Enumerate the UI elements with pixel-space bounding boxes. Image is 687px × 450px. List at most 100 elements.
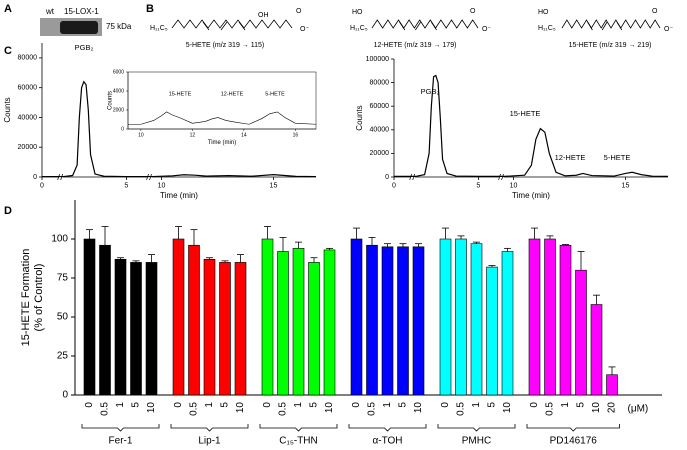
bond-chain (561, 19, 661, 29)
x-tick-label: 0.5 (278, 402, 289, 416)
bar (397, 246, 409, 396)
atom-label: O⁻ (482, 26, 491, 33)
panel-label: C (4, 45, 12, 57)
atom-label: H₁₁C₅ (150, 25, 168, 32)
x-tick-label: 0 (392, 182, 396, 189)
group-label: PMHC (462, 436, 491, 447)
bar (114, 258, 127, 396)
x-tick-label: 5 (220, 402, 231, 408)
x-tick-label: 5 (487, 402, 498, 408)
bar (261, 238, 274, 396)
x-tick-label: 0.5 (545, 402, 556, 416)
x-tick-label: 10 (510, 182, 518, 189)
x-tick-label: 1 (382, 402, 393, 408)
x-tick-label: 10 (502, 402, 513, 414)
bar (203, 258, 216, 396)
bar (366, 244, 378, 396)
y-tick-label: 100 (51, 234, 68, 245)
bar (559, 244, 572, 396)
bar (188, 244, 200, 396)
double-bond (220, 21, 228, 31)
x-axis-title: Time (min) (512, 191, 550, 200)
bar (544, 238, 556, 396)
atom-label: H₁₁C₅ (350, 25, 368, 32)
y-tick-label: 60000 (18, 85, 38, 92)
x-tick-label: 5 (131, 402, 142, 408)
y-tick-label: 100000 (366, 56, 389, 63)
group-bracket (81, 424, 160, 432)
y-tick-label: 25 (57, 351, 69, 362)
peak-label: PGB₂ (75, 43, 94, 52)
bar (501, 251, 514, 396)
bar (99, 244, 111, 396)
structure-caption: 12-HETE (m/z 319 → 179) (374, 42, 457, 49)
bar (606, 374, 618, 396)
double-bond (430, 21, 437, 31)
y-axis-title: Counts (355, 105, 364, 130)
peak-label: 15-HETE (169, 91, 192, 97)
bar (470, 243, 483, 396)
y-axis-title: Counts (108, 91, 114, 110)
x-tick-label: 16 (293, 132, 299, 138)
peak-label: PGB₂ (421, 87, 440, 96)
x-tick-label: 0 (84, 402, 95, 408)
bar (439, 238, 452, 396)
atom-label: O (296, 8, 302, 15)
group-label: PD146176 (550, 436, 598, 447)
structure-caption: 15-HETE (m/z 319 → 219) (569, 42, 652, 49)
bar (308, 262, 320, 396)
y-axis-title: 15-HETE Formation (20, 249, 32, 347)
peak-label: 15-HETE (510, 109, 541, 118)
y-tick-label: 80000 (18, 55, 38, 62)
x-tick-label: 0.5 (189, 402, 200, 416)
blot-band (60, 21, 98, 34)
x-tick-label: 5 (576, 402, 587, 408)
bar (83, 238, 96, 396)
y-tick-label: 50 (57, 312, 69, 323)
x-tick-label: 1 (204, 402, 215, 408)
x-tick-label: 5 (476, 182, 480, 189)
bar (145, 262, 158, 396)
double-bond (399, 21, 406, 31)
x-tick-label: 15 (270, 182, 278, 189)
x-tick-label: 0 (440, 402, 451, 408)
x-tick-label: 1 (115, 402, 126, 408)
atom-label: O (470, 8, 476, 15)
y-tick-label: 0 (33, 174, 37, 181)
y-tick-label: 2000 (113, 107, 124, 113)
y-tick-label: 20000 (370, 150, 390, 157)
x-tick-label: 0 (40, 182, 44, 189)
y-tick-label: 0 (62, 390, 68, 401)
x-tick-label: 1 (560, 402, 571, 408)
x-tick-label: 1 (471, 402, 482, 408)
peak-label: 12-HETE (221, 91, 244, 97)
double-bond (587, 21, 593, 31)
group-bracket (437, 424, 516, 432)
y-tick-label: 4000 (113, 88, 124, 94)
structure-caption: 5-HETE (m/z 319 → 115) (186, 42, 264, 49)
x-tick-label: 5 (398, 402, 409, 408)
x-tick-label: 10 (591, 402, 602, 414)
atom-label: HO (352, 9, 363, 16)
chromatogram-line (42, 80, 317, 178)
x-tick-label: 10 (138, 132, 144, 138)
y-tick-label: 75 (57, 273, 69, 284)
atom-label: O⁻ (664, 26, 673, 33)
atom-label: OH (258, 12, 269, 19)
bar (381, 246, 394, 396)
bar (528, 238, 541, 396)
group-bracket (348, 424, 427, 432)
y-tick-label: 6000 (113, 69, 124, 75)
chromatogram-line (394, 74, 669, 178)
double-bond (601, 21, 608, 31)
group-bracket (259, 424, 338, 432)
blot-lane: wt (45, 7, 55, 16)
panel-label: A (4, 3, 12, 15)
bond-chain (371, 19, 479, 29)
blot-lane: 15-LOX-1 (64, 7, 99, 16)
y-axis-title: (% of Control) (33, 264, 45, 332)
y-tick-label: 20000 (18, 144, 38, 151)
y-tick-label: 0 (121, 126, 124, 132)
y-tick-label: 80000 (370, 79, 390, 86)
